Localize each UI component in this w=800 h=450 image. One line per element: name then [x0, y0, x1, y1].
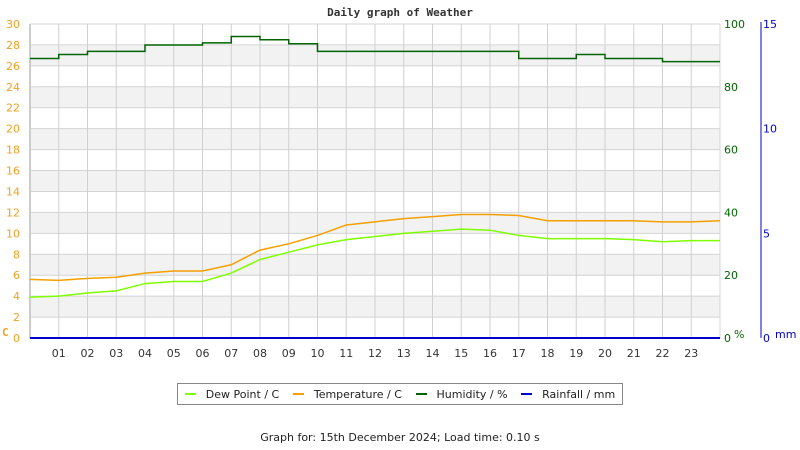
- series-line: [30, 35, 720, 63]
- svg-text:15: 15: [454, 347, 468, 360]
- svg-text:0: 0: [763, 332, 770, 345]
- series-line: [29, 213, 721, 282]
- svg-text:01: 01: [52, 347, 66, 360]
- svg-text:18: 18: [6, 144, 20, 157]
- legend-label: Humidity / %: [436, 387, 508, 401]
- svg-text:21: 21: [627, 347, 641, 360]
- svg-text:18: 18: [541, 347, 555, 360]
- chart-title: Daily graph of Weather: [327, 6, 473, 19]
- svg-text:24: 24: [6, 81, 20, 94]
- svg-text:2: 2: [13, 311, 20, 324]
- svg-text:mm: mm: [775, 328, 796, 341]
- svg-text:16: 16: [483, 347, 497, 360]
- svg-text:23: 23: [684, 347, 698, 360]
- svg-text:60: 60: [724, 144, 738, 157]
- legend-label: Temperature / C: [313, 387, 402, 401]
- series-line: [29, 228, 720, 298]
- svg-text:15: 15: [763, 18, 777, 31]
- weather-chart: 01 02 03 04 05 06 07 08 09 10 11 12 13 14 15 16 17 18 19 20…: [2, 18, 796, 360]
- svg-text:10: 10: [6, 227, 20, 240]
- temperature-swatch-icon: [292, 393, 304, 395]
- svg-text:02: 02: [81, 347, 95, 360]
- svg-text:0: 0: [724, 332, 731, 345]
- svg-text:12: 12: [368, 347, 382, 360]
- svg-text:12: 12: [6, 206, 20, 219]
- svg-text:10: 10: [311, 347, 325, 360]
- svg-text:11: 11: [339, 347, 353, 360]
- dew-point-swatch-icon: [184, 393, 196, 395]
- svg-text:22: 22: [6, 102, 20, 115]
- svg-text:5: 5: [763, 227, 770, 240]
- legend-label: Dew Point / C: [205, 387, 280, 401]
- svg-text:C: C: [2, 326, 9, 339]
- svg-text:04: 04: [138, 347, 152, 360]
- svg-text:20: 20: [724, 269, 738, 282]
- svg-text:20: 20: [598, 347, 612, 360]
- svg-text:30: 30: [6, 18, 20, 31]
- svg-text:6: 6: [13, 269, 20, 282]
- footer-status: Graph for: 15th December 2024; Load time…: [260, 431, 540, 444]
- svg-text:09: 09: [282, 347, 296, 360]
- svg-text:100: 100: [724, 18, 745, 31]
- legend-label: Rainfall / mm: [542, 387, 616, 401]
- svg-text:17: 17: [512, 347, 526, 360]
- svg-text:07: 07: [224, 347, 238, 360]
- svg-text:%: %: [734, 328, 744, 341]
- svg-text:08: 08: [253, 347, 267, 360]
- humidity-swatch-icon: [415, 393, 427, 395]
- svg-text:14: 14: [426, 347, 440, 360]
- legend-item-humidity: Humidity / %: [415, 387, 508, 401]
- legend-item-temperature: Temperature / C: [292, 387, 402, 401]
- rainfall-swatch-icon: [521, 393, 533, 395]
- svg-text:40: 40: [724, 206, 738, 219]
- legend-item-dew-point: Dew Point / C: [184, 387, 280, 401]
- svg-text:20: 20: [6, 123, 20, 136]
- svg-text:10: 10: [763, 123, 777, 136]
- legend-item-rainfall: Rainfall / mm: [521, 388, 615, 401]
- svg-text:16: 16: [6, 165, 20, 178]
- svg-text:06: 06: [196, 347, 210, 360]
- svg-text:19: 19: [569, 347, 583, 360]
- svg-text:28: 28: [6, 39, 20, 52]
- svg-text:80: 80: [724, 81, 738, 94]
- chart-legend: Dew Point / C Temperature / C Humidity /…: [177, 383, 623, 405]
- svg-text:8: 8: [13, 248, 20, 261]
- svg-text:0: 0: [13, 332, 20, 345]
- svg-text:03: 03: [109, 347, 123, 360]
- svg-text:14: 14: [6, 185, 20, 198]
- svg-text:13: 13: [397, 347, 411, 360]
- svg-text:4: 4: [13, 290, 20, 303]
- svg-text:05: 05: [167, 347, 181, 360]
- svg-text:26: 26: [6, 60, 20, 73]
- svg-text:22: 22: [656, 347, 670, 360]
